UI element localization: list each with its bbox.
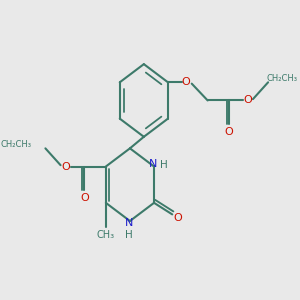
Text: N: N <box>148 159 157 169</box>
Text: CH₂CH₃: CH₂CH₃ <box>1 140 32 149</box>
Text: O: O <box>62 161 70 172</box>
Text: CH₂CH₃: CH₂CH₃ <box>266 74 298 83</box>
Text: O: O <box>173 213 182 223</box>
Text: O: O <box>182 77 190 87</box>
Text: O: O <box>243 95 252 106</box>
Text: H: H <box>125 230 133 240</box>
Text: O: O <box>225 127 233 137</box>
Text: H: H <box>160 160 167 170</box>
Text: N: N <box>124 218 133 228</box>
Text: O: O <box>80 193 89 203</box>
Text: CH₃: CH₃ <box>97 230 115 240</box>
